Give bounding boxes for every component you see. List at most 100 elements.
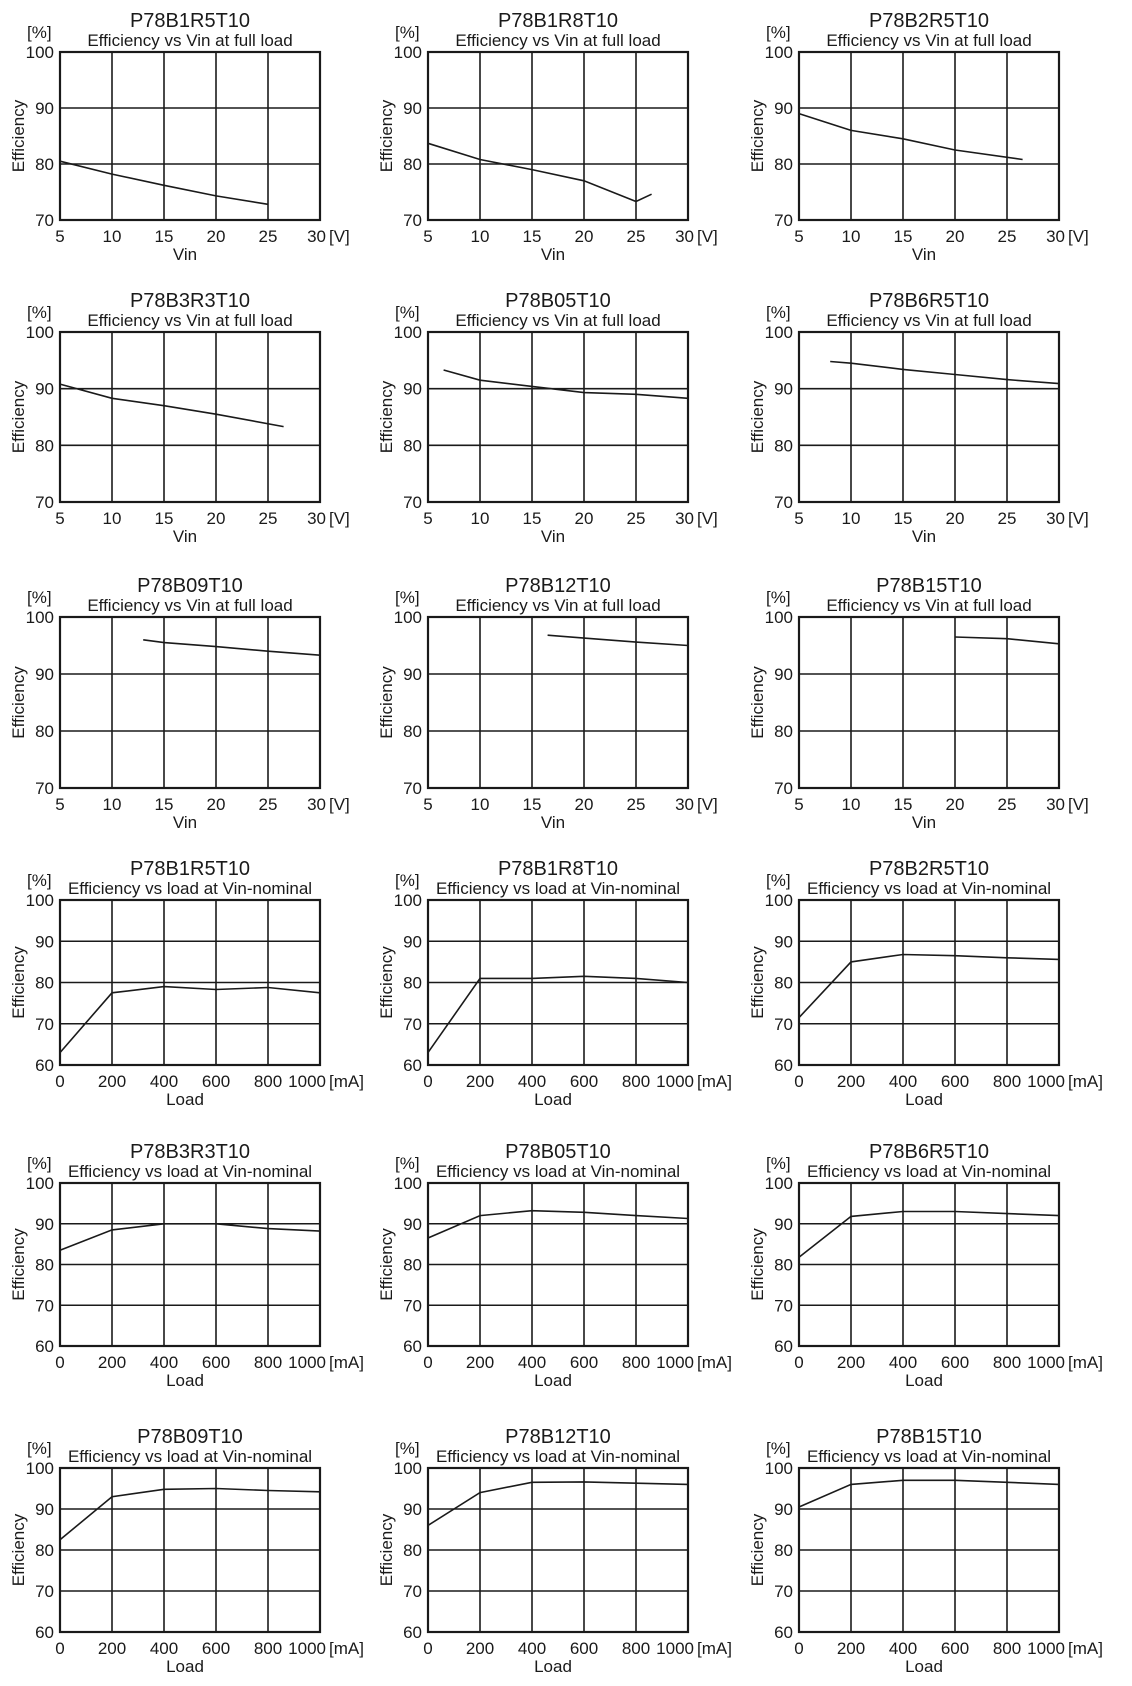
- x-tick-label: 800: [254, 1639, 282, 1658]
- chart-title: P78B6R5T10: [869, 290, 989, 312]
- x-axis-label: Load: [905, 1090, 943, 1109]
- x-tick-label: 20: [575, 509, 594, 528]
- series-line: [427, 1481, 689, 1527]
- x-axis-label: Load: [905, 1371, 943, 1390]
- x-tick-label: 200: [98, 1639, 126, 1658]
- y-tick-label: 70: [35, 779, 54, 798]
- chart-title: P78B1R8T10: [498, 10, 618, 32]
- x-tick-label: 200: [837, 1353, 865, 1372]
- x-tick-label: 200: [98, 1072, 126, 1091]
- y-unit-label: [%]: [766, 23, 791, 42]
- y-tick-label: 80: [403, 1256, 422, 1275]
- y-axis-label: Efficiency: [377, 99, 396, 172]
- y-tick-label: 100: [26, 1174, 54, 1193]
- plot-frame: [797, 330, 1061, 504]
- y-tick-label: 100: [765, 1459, 793, 1478]
- x-tick-label: 15: [523, 509, 542, 528]
- x-tick-label: 200: [98, 1353, 126, 1372]
- y-unit-label: [%]: [395, 1439, 420, 1458]
- y-tick-label: 60: [35, 1337, 54, 1356]
- y-axis-label: Efficiency: [377, 1513, 396, 1586]
- y-tick-label: 90: [774, 99, 793, 118]
- y-tick-label: 90: [35, 1500, 54, 1519]
- x-tick-label: 10: [842, 795, 861, 814]
- x-unit-label: [mA]: [329, 1072, 364, 1091]
- y-tick-label: 90: [403, 1215, 422, 1234]
- x-tick-label: 30: [675, 227, 694, 246]
- y-unit-label: [%]: [27, 871, 52, 890]
- plot-frame: [58, 330, 322, 504]
- plot-frame: [426, 615, 690, 790]
- y-tick-label: 60: [774, 1623, 793, 1642]
- series-line: [547, 634, 689, 647]
- x-axis-label: Vin: [541, 527, 565, 546]
- y-tick-label: 70: [35, 1582, 54, 1601]
- x-tick-label: 30: [307, 509, 326, 528]
- x-tick-label: 20: [946, 795, 965, 814]
- y-tick-label: 100: [394, 323, 422, 342]
- y-tick-label: 80: [35, 1256, 54, 1275]
- chart-subtitle: Efficiency vs load at Vin-nominal: [68, 879, 312, 898]
- chart-subtitle: Efficiency vs load at Vin-nominal: [68, 1447, 312, 1466]
- y-unit-label: [%]: [27, 23, 52, 42]
- x-tick-label: 600: [570, 1639, 598, 1658]
- y-tick-label: 90: [403, 1500, 422, 1519]
- y-unit-label: [%]: [395, 871, 420, 890]
- x-tick-label: 20: [946, 509, 965, 528]
- y-tick-label: 60: [35, 1623, 54, 1642]
- chart-subtitle: Efficiency vs load at Vin-nominal: [436, 1162, 680, 1181]
- y-tick-label: 60: [403, 1623, 422, 1642]
- chart-title: P78B15T10: [876, 575, 982, 597]
- x-tick-label: 0: [55, 1353, 64, 1372]
- y-axis-label: Efficiency: [9, 380, 28, 453]
- x-tick-label: 400: [150, 1353, 178, 1372]
- x-tick-label: 600: [941, 1353, 969, 1372]
- chart-subtitle: Efficiency vs load at Vin-nominal: [436, 879, 680, 898]
- x-axis-label: Load: [534, 1371, 572, 1390]
- x-tick-label: 400: [518, 1353, 546, 1372]
- x-tick-label: 10: [842, 227, 861, 246]
- x-tick-label: 1000: [288, 1639, 326, 1658]
- x-tick-label: 20: [207, 227, 226, 246]
- x-axis-label: Vin: [541, 245, 565, 264]
- x-unit-label: [V]: [1068, 795, 1089, 814]
- x-tick-label: 1000: [1027, 1353, 1065, 1372]
- x-tick-label: 25: [259, 795, 278, 814]
- x-unit-label: [V]: [329, 509, 350, 528]
- chart-title: P78B09T10: [137, 575, 243, 597]
- chart-title: P78B2R5T10: [869, 858, 989, 880]
- y-unit-label: [%]: [27, 1439, 52, 1458]
- x-axis-label: Vin: [912, 245, 936, 264]
- x-axis-label: Load: [166, 1657, 204, 1676]
- x-unit-label: [V]: [697, 509, 718, 528]
- chart-title: P78B1R8T10: [498, 858, 618, 880]
- x-tick-label: 15: [523, 227, 542, 246]
- x-tick-label: 800: [622, 1639, 650, 1658]
- x-unit-label: [mA]: [1068, 1639, 1103, 1658]
- chart-subtitle: Efficiency vs load at Vin-nominal: [436, 1447, 680, 1466]
- x-tick-label: 400: [150, 1639, 178, 1658]
- y-tick-label: 90: [403, 99, 422, 118]
- x-axis-label: Vin: [912, 527, 936, 546]
- y-tick-label: 60: [403, 1337, 422, 1356]
- y-tick-label: 70: [35, 493, 54, 512]
- x-tick-label: 15: [155, 795, 174, 814]
- y-tick-label: 100: [26, 323, 54, 342]
- y-unit-label: [%]: [395, 588, 420, 607]
- x-tick-label: 30: [675, 795, 694, 814]
- chart-title: P78B1R5T10: [130, 858, 250, 880]
- chart-title: P78B1R5T10: [130, 10, 250, 32]
- y-tick-label: 80: [403, 436, 422, 455]
- x-unit-label: [mA]: [697, 1353, 732, 1372]
- x-tick-label: 10: [471, 795, 490, 814]
- y-unit-label: [%]: [27, 588, 52, 607]
- x-tick-label: 800: [993, 1072, 1021, 1091]
- x-unit-label: [V]: [329, 795, 350, 814]
- y-axis-label: Efficiency: [748, 1228, 767, 1301]
- chart-subtitle: Efficiency vs Vin at full load: [87, 31, 292, 50]
- y-tick-label: 100: [394, 891, 422, 910]
